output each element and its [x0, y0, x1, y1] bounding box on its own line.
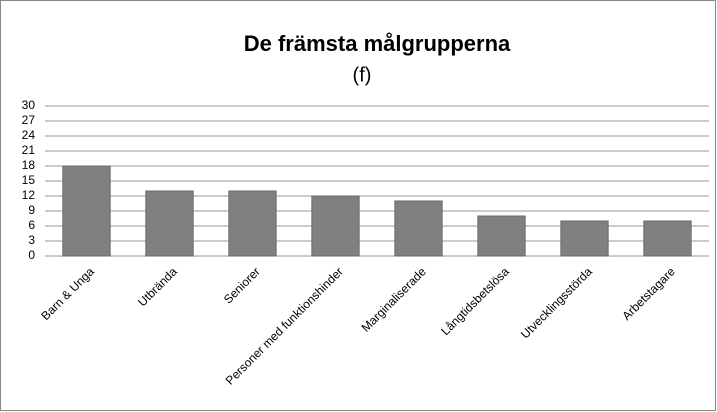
y-tick-label: 21: [22, 143, 36, 157]
bar: [62, 165, 111, 257]
y-tick-label: 9: [28, 203, 35, 217]
y-tick-label: 18: [22, 158, 36, 172]
y-tick-label: 6: [28, 218, 35, 232]
bar: [311, 195, 360, 257]
chart-title: De främsta målgrupperna: [244, 31, 511, 56]
bar: [394, 200, 443, 257]
y-tick-label: 15: [22, 173, 36, 187]
y-tick-label: 3: [28, 233, 35, 247]
y-tick-label: 30: [22, 98, 36, 112]
bar: [477, 215, 526, 257]
bar: [145, 190, 194, 257]
bar: [643, 220, 692, 257]
y-tick-label: 12: [22, 188, 36, 202]
y-tick-label: 27: [22, 113, 36, 127]
chart-subtitle: (f): [353, 64, 372, 86]
y-tick-label: 0: [28, 248, 35, 262]
bar: [560, 220, 609, 257]
bar: [228, 190, 277, 257]
y-tick-label: 24: [22, 128, 36, 142]
